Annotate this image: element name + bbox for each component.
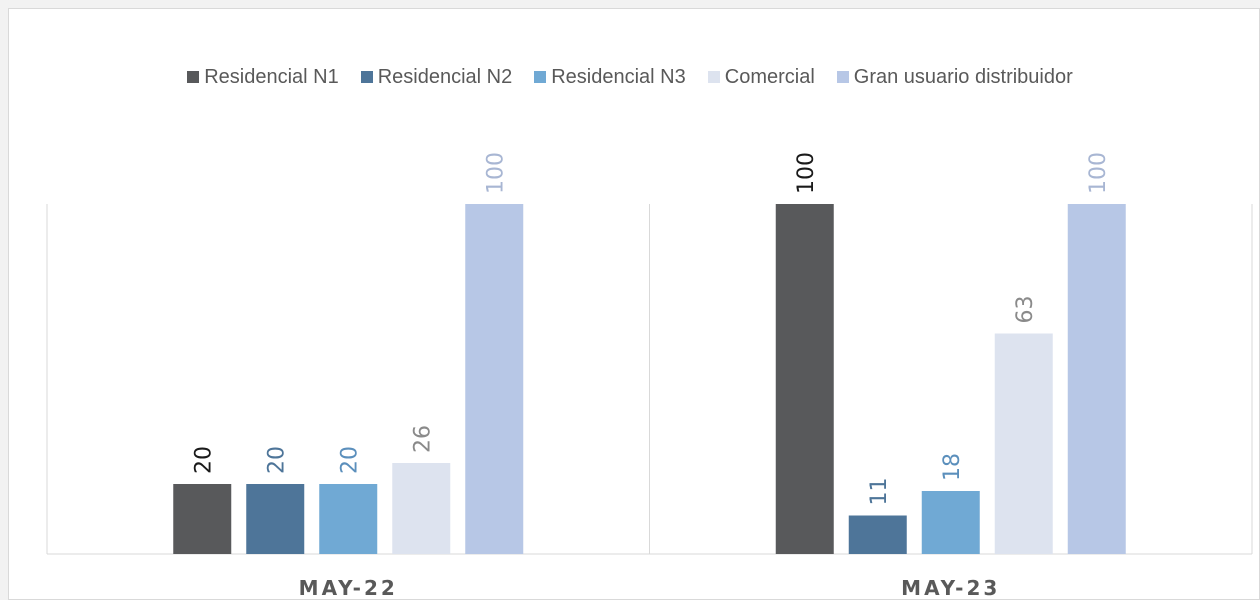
data-label: 63 — [1013, 296, 1038, 324]
legend-item: Residencial N3 — [534, 66, 686, 89]
legend-label: Gran usuario distribuidor — [853, 65, 1073, 88]
legend-swatch — [534, 71, 547, 83]
legend-swatch — [360, 71, 373, 83]
legend-item: Comercial — [707, 65, 815, 89]
bar — [465, 204, 524, 554]
legend-label: Residencial N2 — [377, 65, 513, 88]
bar — [994, 333, 1053, 554]
legend-item: Gran usuario distribuidor — [836, 65, 1073, 89]
legend-item: Residencial N2 — [360, 65, 513, 89]
legend-swatch — [836, 71, 849, 83]
data-label: 20 — [337, 446, 362, 474]
bar — [848, 515, 907, 554]
data-label: 26 — [410, 425, 435, 453]
bar — [173, 484, 232, 554]
data-label: 18 — [940, 453, 965, 481]
legend-label: Residencial N3 — [551, 65, 686, 88]
bar — [775, 204, 834, 554]
legend: Residencial N1 Residencial N2 Residencial … — [0, 62, 1260, 92]
legend-item: Residencial N1 — [187, 66, 339, 89]
legend-swatch — [707, 71, 720, 83]
bar — [1067, 204, 1126, 554]
data-label: 100 — [1086, 152, 1111, 194]
data-label: 100 — [483, 152, 508, 194]
data-label: 100 — [794, 152, 819, 194]
data-label: 20 — [264, 446, 289, 474]
bar — [921, 491, 980, 554]
legend-label: Comercial — [724, 65, 815, 88]
legend-swatch — [187, 71, 200, 83]
data-label: 11 — [867, 478, 892, 506]
bar — [392, 463, 451, 554]
legend-label: Residencial N1 — [204, 65, 339, 88]
data-label: 20 — [191, 446, 216, 474]
category-label: MAY-23 — [901, 576, 1000, 600]
category-label: MAY-22 — [299, 576, 398, 600]
bar — [319, 484, 378, 554]
bar — [246, 484, 305, 554]
